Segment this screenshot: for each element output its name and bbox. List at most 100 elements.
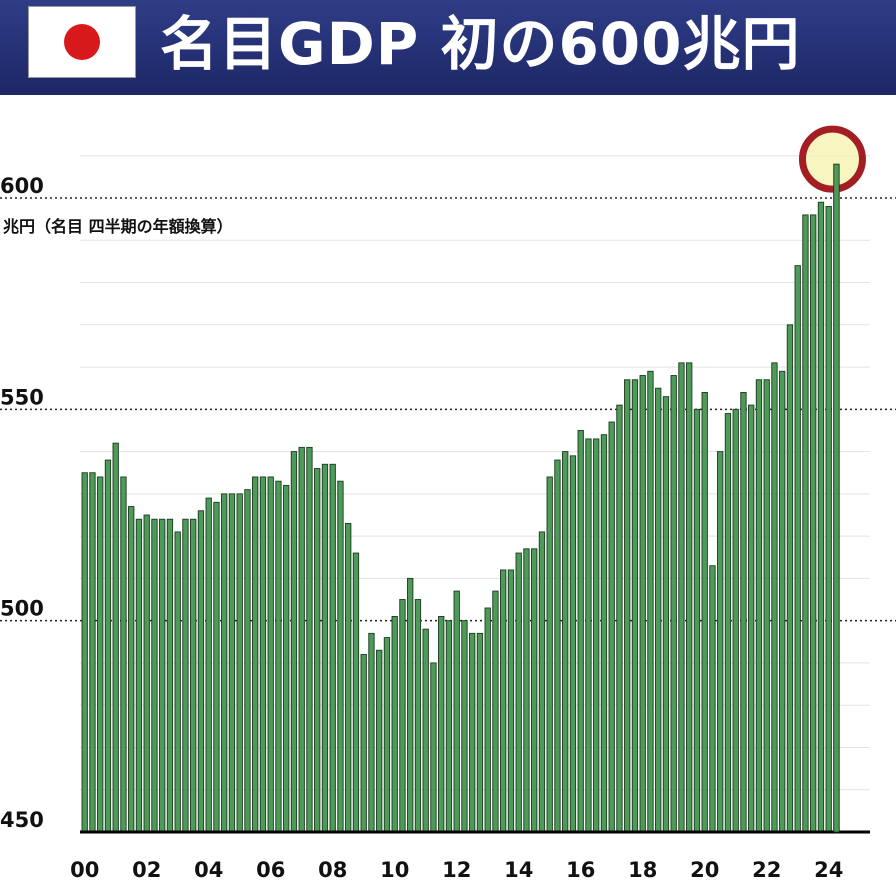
bar [422, 628, 429, 833]
bar [104, 459, 112, 833]
bar [709, 565, 716, 833]
x-tick-label: 16 [566, 858, 595, 882]
bar [748, 404, 755, 833]
bar [221, 493, 228, 833]
bar [290, 451, 298, 833]
x-tick-label: 14 [504, 858, 533, 882]
bar [244, 489, 251, 833]
bar [608, 421, 615, 833]
x-tick-label: 00 [70, 858, 99, 882]
bar [724, 413, 732, 833]
bar [97, 476, 104, 833]
japan-flag-icon [28, 6, 136, 78]
bar [283, 484, 290, 833]
x-tick-label: 08 [318, 858, 347, 882]
bar [569, 455, 577, 833]
bar [616, 404, 623, 833]
bar [151, 518, 158, 833]
bar [345, 523, 352, 833]
bar [701, 391, 708, 833]
bar [128, 506, 135, 833]
bar [275, 480, 282, 833]
bar [755, 379, 763, 833]
bar [298, 446, 305, 833]
bar [639, 375, 646, 833]
bar [399, 599, 406, 833]
bar [267, 476, 274, 833]
bar [647, 370, 654, 833]
bar [693, 408, 701, 833]
bar [120, 476, 127, 833]
bar [600, 434, 608, 833]
bar [166, 518, 174, 833]
y-tick-label: 500 [0, 597, 44, 621]
bar [763, 379, 770, 833]
bar [174, 531, 181, 833]
bar [89, 472, 96, 833]
x-tick-label: 24 [814, 858, 843, 882]
bar [430, 662, 437, 833]
bar [531, 548, 538, 833]
bar [205, 497, 212, 833]
bar [352, 552, 360, 833]
bar [414, 599, 422, 833]
bar [577, 430, 584, 833]
bar [554, 459, 561, 833]
bar [492, 590, 499, 833]
x-tick-label: 12 [442, 858, 471, 882]
bar [81, 472, 88, 833]
bar [779, 370, 786, 833]
x-tick-label: 10 [380, 858, 409, 882]
bar [438, 615, 445, 833]
page-title: 名目GDP 初の600兆円 [160, 10, 801, 78]
bar [407, 577, 414, 833]
bar [732, 408, 739, 833]
bar [631, 379, 639, 833]
bar [833, 163, 840, 833]
y-tick-label: 600 [0, 174, 44, 198]
bar [376, 649, 383, 833]
x-tick-label: 02 [132, 858, 161, 882]
bar [802, 214, 809, 833]
bar [190, 518, 197, 833]
bar [461, 620, 468, 833]
bar [368, 632, 375, 833]
x-tick-label: 04 [194, 858, 223, 882]
bar [360, 654, 367, 833]
bar [740, 391, 747, 833]
y-axis-unit-label: 兆円（名目 四半期の年額換算） [3, 217, 233, 236]
bar [662, 396, 670, 833]
title-banner: 名目GDP 初の600兆円 [0, 0, 896, 95]
bar [810, 214, 817, 833]
bar [259, 476, 267, 833]
bar [507, 569, 515, 833]
bar [786, 324, 794, 833]
y-tick-label: 550 [0, 385, 44, 409]
bar [314, 468, 321, 833]
bar [546, 476, 553, 833]
bar [213, 501, 220, 833]
bar [500, 569, 507, 833]
bar [538, 531, 546, 833]
bar [825, 205, 832, 833]
bar [329, 463, 336, 833]
x-tick-label: 22 [752, 858, 781, 882]
x-tick-label: 20 [690, 858, 719, 882]
bar [228, 493, 236, 833]
bar [717, 451, 724, 833]
bar [445, 620, 453, 833]
bar [143, 514, 150, 833]
bar [585, 438, 592, 833]
bar [135, 518, 143, 833]
bar [678, 362, 685, 833]
bar [236, 493, 243, 833]
bar [562, 451, 569, 833]
bar [686, 362, 693, 833]
bar [337, 480, 344, 833]
bar [321, 463, 329, 833]
bar [197, 510, 205, 833]
x-tick-label: 06 [256, 858, 285, 882]
bar [771, 362, 778, 833]
bar [252, 476, 259, 833]
bar [476, 632, 484, 833]
